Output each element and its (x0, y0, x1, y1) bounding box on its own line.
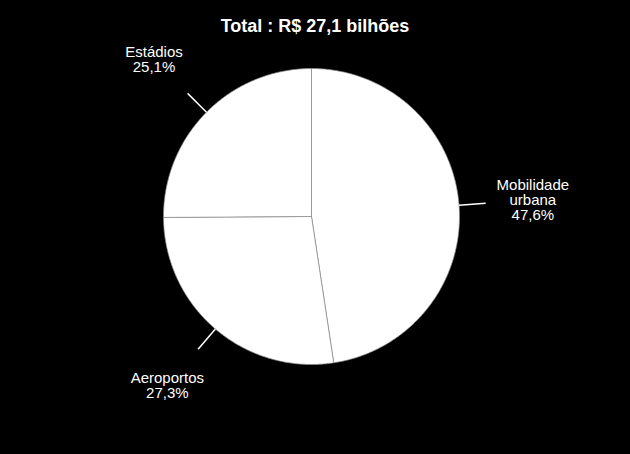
svg-text:Aeroportos27,3%: Aeroportos27,3% (131, 369, 204, 401)
svg-text:Mobilidadeurbana47,6%: Mobilidadeurbana47,6% (497, 176, 570, 223)
html-text:Total : R$ 27,1 bilhões: Total : R$ 27,1 bilhões (220, 16, 410, 36)
svg-text:Estádios25,1%: Estádios25,1% (125, 43, 183, 75)
